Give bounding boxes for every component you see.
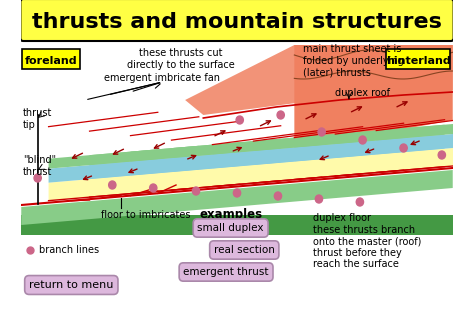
Polygon shape	[212, 135, 322, 155]
Polygon shape	[254, 142, 363, 165]
FancyArrowPatch shape	[351, 107, 362, 112]
Polygon shape	[185, 45, 453, 115]
Text: return to menu: return to menu	[29, 280, 113, 290]
Polygon shape	[130, 142, 240, 162]
FancyArrowPatch shape	[233, 147, 241, 151]
Polygon shape	[294, 128, 403, 148]
Polygon shape	[90, 156, 199, 179]
FancyArrowPatch shape	[366, 149, 374, 153]
FancyArrowPatch shape	[73, 153, 82, 158]
Text: floor to imbricates: floor to imbricates	[101, 210, 191, 220]
Circle shape	[236, 116, 243, 124]
Polygon shape	[172, 139, 281, 158]
Text: main thrust sheet is
folded by underlying
(later) thrusts: main thrust sheet is folded by underlyin…	[303, 44, 404, 77]
FancyArrowPatch shape	[129, 169, 137, 173]
FancyArrowPatch shape	[188, 155, 196, 159]
Text: hinterland: hinterland	[386, 56, 450, 66]
Text: foreland: foreland	[25, 56, 78, 66]
Polygon shape	[212, 145, 322, 169]
Text: emergent imbricate fan: emergent imbricate fan	[104, 73, 220, 83]
FancyArrowPatch shape	[306, 114, 316, 119]
Circle shape	[438, 151, 446, 159]
Polygon shape	[294, 45, 453, 150]
FancyArrowPatch shape	[411, 141, 419, 145]
Polygon shape	[172, 149, 281, 172]
Text: branch lines: branch lines	[39, 245, 100, 255]
Polygon shape	[21, 215, 453, 235]
Polygon shape	[376, 145, 474, 173]
Text: examples: examples	[199, 208, 262, 221]
Polygon shape	[130, 152, 240, 176]
Polygon shape	[90, 170, 199, 197]
Text: small duplex: small duplex	[197, 223, 264, 233]
Circle shape	[109, 181, 116, 189]
Circle shape	[274, 192, 282, 200]
FancyArrowPatch shape	[113, 149, 123, 154]
Text: duplex roof: duplex roof	[335, 88, 390, 98]
Polygon shape	[48, 173, 158, 201]
FancyArrowPatch shape	[155, 143, 164, 148]
Polygon shape	[21, 235, 453, 315]
Text: duplex floor
these thrusts branch
onto the master (roof)
thrust before they
reac: duplex floor these thrusts branch onto t…	[312, 213, 421, 269]
Text: emergent thrust: emergent thrust	[183, 267, 269, 277]
Polygon shape	[21, 170, 453, 225]
Polygon shape	[212, 159, 322, 186]
FancyBboxPatch shape	[20, 0, 454, 41]
Polygon shape	[48, 159, 158, 183]
Circle shape	[318, 128, 325, 136]
Text: thrust
tip: thrust tip	[23, 108, 53, 129]
Circle shape	[192, 187, 200, 195]
Polygon shape	[335, 125, 445, 144]
Text: these thrusts cut
directly to the surface: these thrusts cut directly to the surfac…	[127, 48, 235, 70]
Polygon shape	[335, 135, 445, 158]
Text: thrusts and mountain structures: thrusts and mountain structures	[32, 12, 442, 32]
Polygon shape	[376, 131, 474, 155]
Circle shape	[233, 189, 241, 197]
Circle shape	[315, 195, 323, 203]
Text: real section: real section	[214, 245, 275, 255]
Circle shape	[359, 136, 366, 144]
FancyArrowPatch shape	[83, 176, 91, 180]
Polygon shape	[376, 121, 474, 140]
Polygon shape	[254, 132, 363, 151]
Text: "blind"
thrust: "blind" thrust	[23, 155, 56, 177]
Circle shape	[400, 144, 407, 152]
Polygon shape	[335, 149, 445, 176]
Polygon shape	[294, 152, 403, 180]
FancyBboxPatch shape	[386, 49, 450, 69]
FancyArrowPatch shape	[215, 131, 225, 136]
Polygon shape	[130, 166, 240, 194]
Circle shape	[356, 198, 364, 206]
Polygon shape	[48, 149, 158, 169]
Circle shape	[150, 184, 157, 192]
Polygon shape	[294, 138, 403, 162]
FancyArrowPatch shape	[260, 121, 271, 126]
FancyArrowPatch shape	[397, 102, 407, 107]
Circle shape	[34, 174, 41, 182]
Polygon shape	[90, 146, 199, 165]
Polygon shape	[172, 163, 281, 190]
FancyArrowPatch shape	[320, 156, 328, 160]
FancyBboxPatch shape	[22, 49, 81, 69]
Circle shape	[277, 111, 284, 119]
Polygon shape	[254, 156, 363, 183]
